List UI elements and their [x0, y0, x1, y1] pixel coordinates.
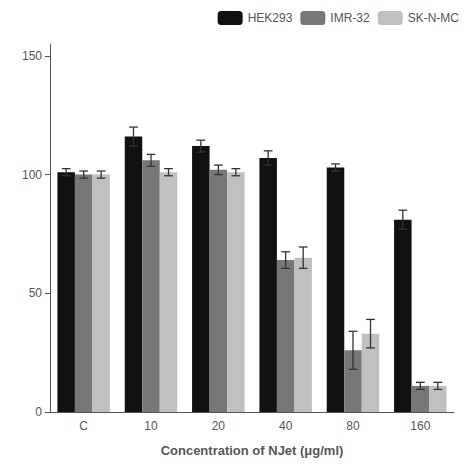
svg-text:SK-N-MC: SK-N-MC: [408, 11, 460, 25]
svg-text:40: 40: [279, 419, 293, 433]
svg-text:IMR-32: IMR-32: [330, 11, 370, 25]
svg-text:20: 20: [212, 419, 226, 433]
svg-text:C: C: [79, 419, 88, 433]
svg-text:HEK293: HEK293: [248, 11, 293, 25]
svg-text:Concentration of NJet (μg/ml): Concentration of NJet (μg/ml): [161, 443, 344, 458]
svg-text:10: 10: [144, 419, 158, 433]
svg-text:0: 0: [35, 405, 42, 419]
svg-text:80: 80: [346, 419, 360, 433]
svg-text:160: 160: [410, 419, 430, 433]
svg-text:150: 150: [22, 49, 42, 63]
svg-text:50: 50: [29, 286, 43, 300]
svg-text:100: 100: [22, 168, 42, 182]
